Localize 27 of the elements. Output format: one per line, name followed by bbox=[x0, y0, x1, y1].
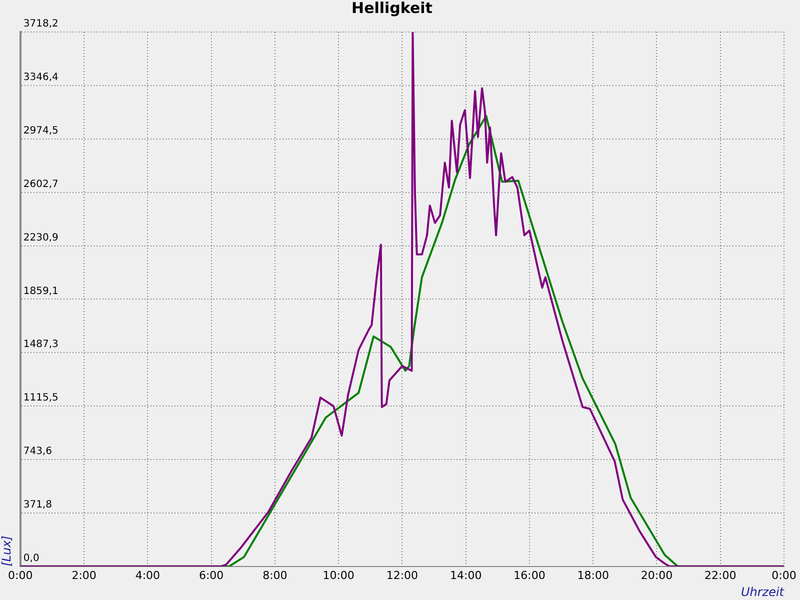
x-tick-label: 20:00 bbox=[640, 568, 673, 582]
y-tick-label: 2602,7 bbox=[23, 178, 58, 190]
y-axis-title: [Lux] bbox=[0, 535, 14, 566]
y-tick-label: 1859,1 bbox=[23, 286, 58, 297]
y-tick-label: 1487,3 bbox=[23, 339, 58, 350]
x-tick-label: 10:00 bbox=[322, 568, 354, 582]
y-tick-label: 2230,9 bbox=[23, 232, 58, 244]
y-tick-label: 743,6 bbox=[23, 446, 52, 458]
y-tick-label: 1115,5 bbox=[23, 392, 58, 404]
x-tick-label: 8:00 bbox=[262, 568, 288, 582]
x-tick-label: 0:00 bbox=[772, 568, 796, 582]
x-tick-label: 16:00 bbox=[514, 568, 546, 582]
chart-title: Helligkeit bbox=[352, 0, 432, 17]
x-tick-label: 6:00 bbox=[198, 568, 224, 582]
x-tick-label: 4:00 bbox=[135, 568, 160, 582]
x-axis-title: Uhrzeit bbox=[740, 584, 786, 599]
y-tick-label: 3718,2 bbox=[23, 18, 58, 30]
x-tick-label: 14:00 bbox=[450, 568, 482, 582]
x-tick-label: 2:00 bbox=[72, 568, 96, 582]
y-tick-label: 371,8 bbox=[23, 500, 52, 511]
x-tick-label: 18:00 bbox=[577, 568, 609, 582]
y-tick-label: 2974,5 bbox=[23, 125, 58, 136]
x-tick-label: 0:00 bbox=[8, 568, 33, 582]
y-tick-label: 0,0 bbox=[23, 552, 40, 564]
y-tick-label: 3346,4 bbox=[23, 72, 58, 84]
x-tick-label: 22:00 bbox=[704, 568, 736, 582]
x-tick-label: 12:00 bbox=[386, 568, 418, 582]
